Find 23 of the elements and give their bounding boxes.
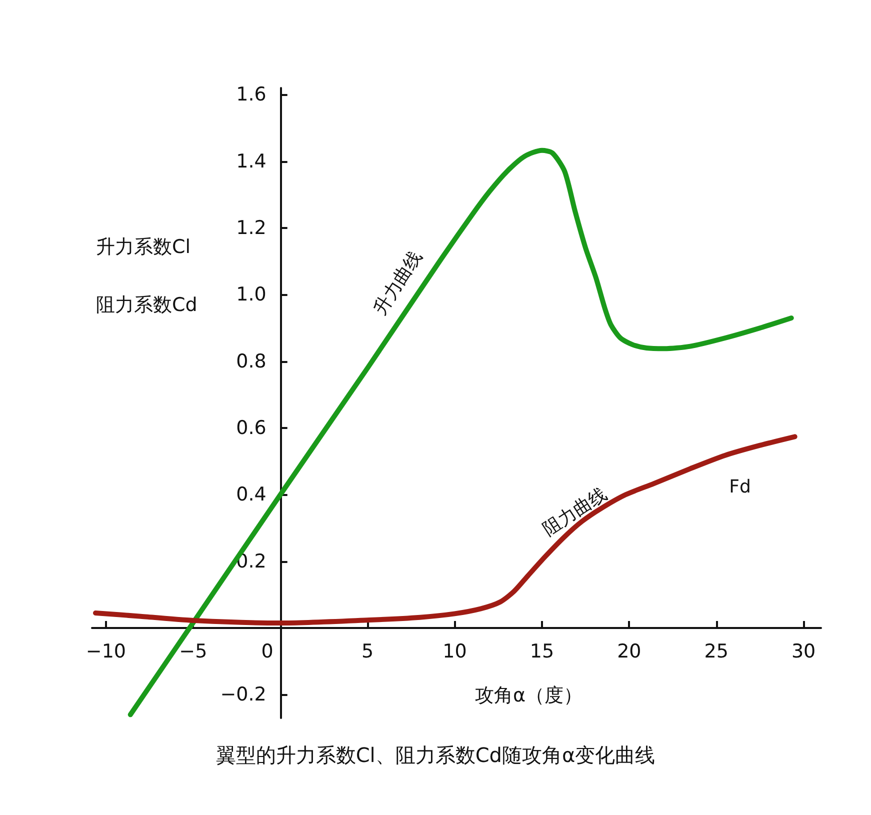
x-tick-label: −5	[179, 640, 208, 662]
y-tick-label: 1.2	[236, 217, 266, 239]
y-tick-label: −0.2	[220, 684, 266, 706]
x-tick-label: 0	[261, 640, 274, 662]
x-tick-label: 30	[791, 640, 816, 662]
x-tick-label: −10	[86, 640, 126, 662]
annotation: 阻力曲线	[539, 484, 611, 540]
y-tick-label: 1.6	[236, 84, 266, 106]
x-tick-label: 25	[704, 640, 728, 662]
text: 升力系数Cl 阻力系数Cd	[96, 236, 198, 316]
x-axis-title: 攻角α（度）	[475, 684, 583, 706]
x-tick-label: 20	[617, 640, 642, 662]
annotation: Fd	[729, 476, 751, 498]
y-tick-label: 1.0	[236, 284, 266, 306]
y-tick-label: 0.6	[236, 417, 266, 439]
x-tick-label: 10	[442, 640, 467, 662]
y-tick-label: 0.4	[236, 484, 266, 506]
x-tick-label: 5	[362, 640, 374, 662]
annotation: 升力曲线	[370, 247, 426, 319]
y-tick-label: 1.4	[236, 150, 266, 172]
y-tick-label: 0.8	[236, 350, 266, 372]
text: 翼型的升力系数Cl、阻力系数Cd随攻角α变化曲线	[216, 743, 656, 767]
x-tick-label: 15	[530, 640, 554, 662]
